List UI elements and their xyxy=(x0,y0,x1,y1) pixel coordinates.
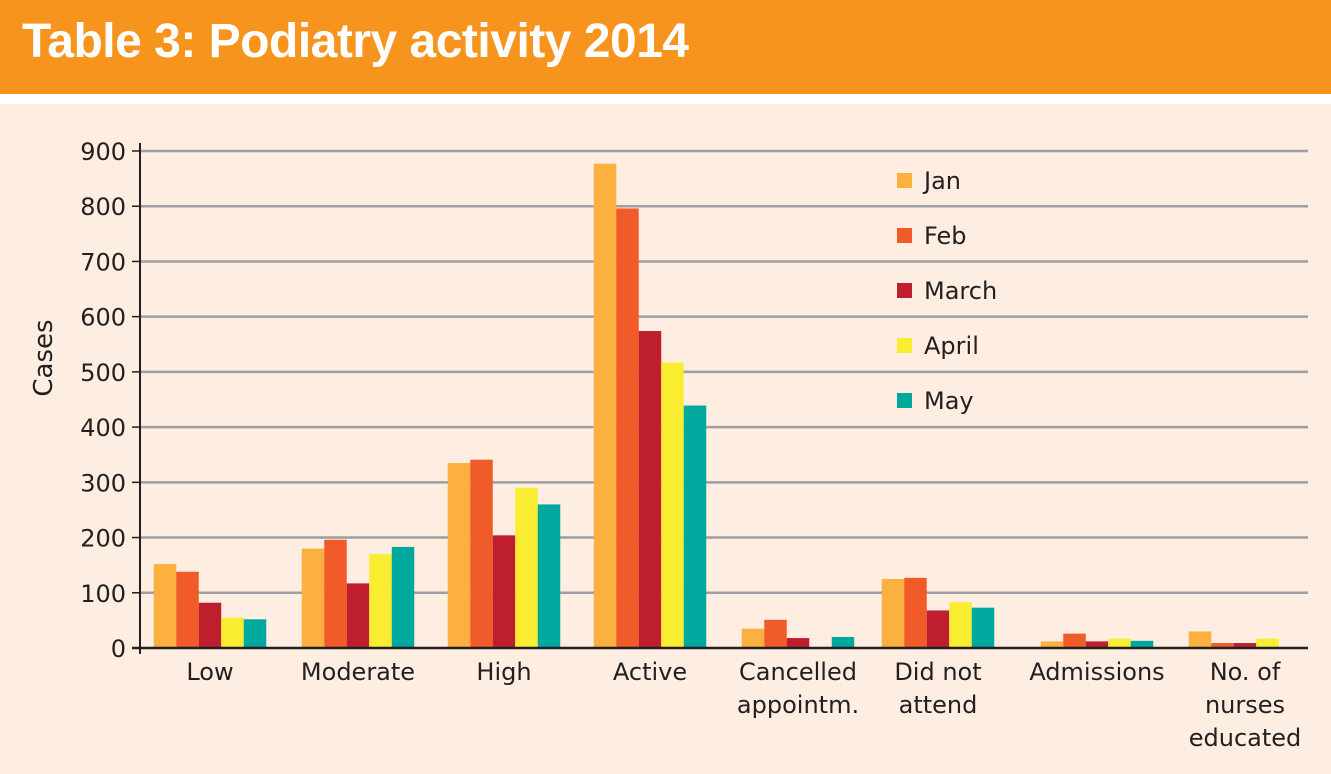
x-category-label: High xyxy=(476,658,531,686)
bar-april-0 xyxy=(221,617,244,648)
bar-april-1 xyxy=(369,554,392,648)
axes xyxy=(132,143,1308,654)
legend-swatch-may xyxy=(897,393,912,408)
bar-april-7 xyxy=(1256,638,1279,648)
legend-label-may: May xyxy=(924,387,974,415)
legend: Jan Feb March April May xyxy=(897,167,997,415)
x-category-label: Did not xyxy=(894,658,981,686)
bar-may-6 xyxy=(1130,640,1154,648)
bar-march-1 xyxy=(346,583,370,648)
bar-march-6 xyxy=(1085,641,1109,648)
bar-feb-0 xyxy=(176,571,199,648)
bar-jan-2 xyxy=(447,463,471,648)
x-category-label: appointm. xyxy=(737,691,859,719)
y-tick-label: 300 xyxy=(80,469,126,497)
gridlines xyxy=(140,149,1308,595)
bar-april-6 xyxy=(1108,638,1131,648)
bar-feb-5 xyxy=(904,577,927,648)
bar-may-0 xyxy=(243,619,267,648)
bar-feb-4 xyxy=(764,619,787,648)
x-category-label: Moderate xyxy=(301,658,415,686)
bar-april-5 xyxy=(949,602,972,648)
bar-may-2 xyxy=(537,504,561,648)
legend-label-march: March xyxy=(924,277,997,305)
divider xyxy=(0,94,1331,104)
title-banner: Table 3: Podiatry activity 2014 xyxy=(0,0,1331,94)
bar-feb-2 xyxy=(470,459,493,648)
legend-label-jan: Jan xyxy=(922,167,961,195)
chart-title: Table 3: Podiatry activity 2014 xyxy=(22,15,689,68)
bar-jan-6 xyxy=(1040,641,1064,648)
y-tick-label: 100 xyxy=(80,580,126,608)
bars xyxy=(153,163,1279,649)
y-tick-label: 800 xyxy=(80,193,126,221)
bar-feb-7 xyxy=(1211,643,1234,648)
x-category-label: Cancelled xyxy=(739,658,857,686)
bar-march-5 xyxy=(926,610,950,648)
y-tick-label: 600 xyxy=(80,304,126,332)
y-tick-labels: 0 100 200 300 400 500 600 700 800 900 xyxy=(80,138,126,663)
y-tick-label: 0 xyxy=(111,635,126,663)
y-axis-title: Cases xyxy=(29,319,59,396)
bar-april-2 xyxy=(515,487,538,648)
bar-april-3 xyxy=(661,362,684,648)
bar-march-2 xyxy=(492,535,516,648)
bar-feb-6 xyxy=(1063,633,1086,648)
bar-feb-3 xyxy=(616,208,639,649)
bar-march-3 xyxy=(638,331,662,648)
legend-swatch-jan xyxy=(897,173,912,188)
x-category-label: Low xyxy=(186,658,233,686)
bar-may-4 xyxy=(831,636,855,648)
y-tick-label: 700 xyxy=(80,248,126,276)
x-category-label: Active xyxy=(613,658,687,686)
x-category-label: Admissions xyxy=(1029,658,1164,686)
bar-jan-7 xyxy=(1188,631,1212,648)
y-tick-label: 900 xyxy=(80,138,126,166)
bar-jan-3 xyxy=(593,163,617,648)
bar-jan-5 xyxy=(881,578,905,648)
legend-swatch-april xyxy=(897,338,912,353)
bar-march-0 xyxy=(198,602,222,648)
bar-may-3 xyxy=(683,405,707,648)
legend-label-feb: Feb xyxy=(924,222,967,250)
bar-march-4 xyxy=(786,638,810,648)
legend-label-april: April xyxy=(924,332,979,360)
legend-swatch-feb xyxy=(897,228,912,243)
bar-may-1 xyxy=(391,546,415,648)
bar-jan-0 xyxy=(153,564,177,648)
x-category-label: educated xyxy=(1189,724,1302,752)
y-tick-label: 400 xyxy=(80,414,126,442)
x-category-label: No. of xyxy=(1210,658,1281,686)
bar-march-7 xyxy=(1233,643,1257,648)
y-tick-label: 200 xyxy=(80,525,126,553)
bar-feb-1 xyxy=(324,539,347,648)
y-tick-label: 500 xyxy=(80,359,126,387)
bar-jan-4 xyxy=(741,628,765,648)
bar-jan-1 xyxy=(301,548,325,648)
bar-may-5 xyxy=(971,607,995,648)
x-category-labels: Low Moderate High Active Cancelled appointm. D… xyxy=(186,658,1301,752)
x-category-label: attend xyxy=(899,691,978,719)
x-category-label: nurses xyxy=(1205,691,1285,719)
legend-swatch-march xyxy=(897,283,912,298)
